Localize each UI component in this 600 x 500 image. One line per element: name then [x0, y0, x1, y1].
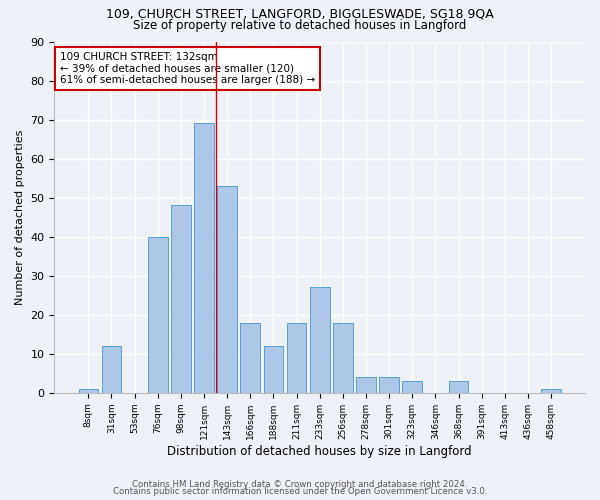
Bar [403, 381, 422, 393]
Bar [217, 186, 237, 393]
Bar [356, 377, 376, 393]
X-axis label: Distribution of detached houses by size in Langford: Distribution of detached houses by size … [167, 444, 472, 458]
Bar [241, 322, 260, 393]
Bar [379, 377, 399, 393]
Bar [449, 381, 469, 393]
Text: Contains public sector information licensed under the Open Government Licence v3: Contains public sector information licen… [113, 487, 487, 496]
Bar [194, 124, 214, 393]
Bar [333, 322, 353, 393]
Text: 109, CHURCH STREET, LANGFORD, BIGGLESWADE, SG18 9QA: 109, CHURCH STREET, LANGFORD, BIGGLESWAD… [106, 8, 494, 20]
Text: 109 CHURCH STREET: 132sqm
← 39% of detached houses are smaller (120)
61% of semi: 109 CHURCH STREET: 132sqm ← 39% of detac… [60, 52, 315, 85]
Text: Size of property relative to detached houses in Langford: Size of property relative to detached ho… [133, 19, 467, 32]
Y-axis label: Number of detached properties: Number of detached properties [15, 130, 25, 305]
Bar [79, 389, 98, 393]
Bar [310, 288, 329, 393]
Bar [287, 322, 307, 393]
Bar [541, 389, 561, 393]
Bar [263, 346, 283, 393]
Bar [101, 346, 121, 393]
Text: Contains HM Land Registry data © Crown copyright and database right 2024.: Contains HM Land Registry data © Crown c… [132, 480, 468, 489]
Bar [148, 236, 167, 393]
Bar [171, 206, 191, 393]
